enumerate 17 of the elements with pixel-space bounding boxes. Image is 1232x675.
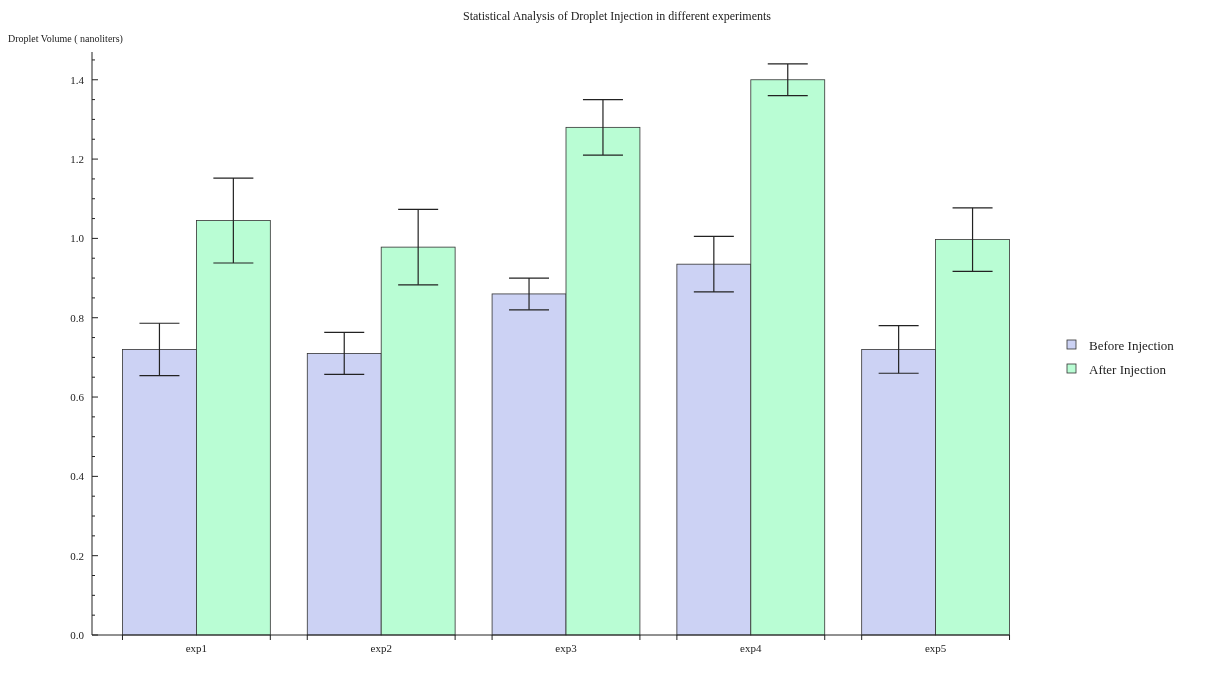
y-tick-label: 0.6	[70, 390, 85, 403]
x-tick-label: exp5	[924, 642, 947, 654]
x-tick-label: exp2	[370, 642, 392, 654]
y-axis-title: Droplet Volume ( nanoliters)	[8, 33, 123, 45]
chart-title: Statistical Analysis of Droplet Injection in different experiments	[462, 9, 772, 23]
y-tick-label: 0.2	[70, 549, 84, 562]
x-tick-label: exp3	[555, 642, 578, 654]
x-tick-label: exp1	[185, 642, 208, 654]
y-tick-label: 0.0	[70, 628, 85, 641]
y-tick-label: 1.4	[70, 73, 85, 86]
legend-label: Before Injection	[1089, 337, 1175, 353]
y-tick-label: 0.8	[70, 311, 85, 324]
x-tick-label: exp4	[740, 642, 762, 654]
y-tick-label: 0.4	[70, 470, 85, 483]
legend-label: After Injection	[1089, 361, 1167, 377]
y-tick-label: 1.2	[70, 152, 84, 165]
y-tick-label: 1.0	[70, 232, 85, 245]
